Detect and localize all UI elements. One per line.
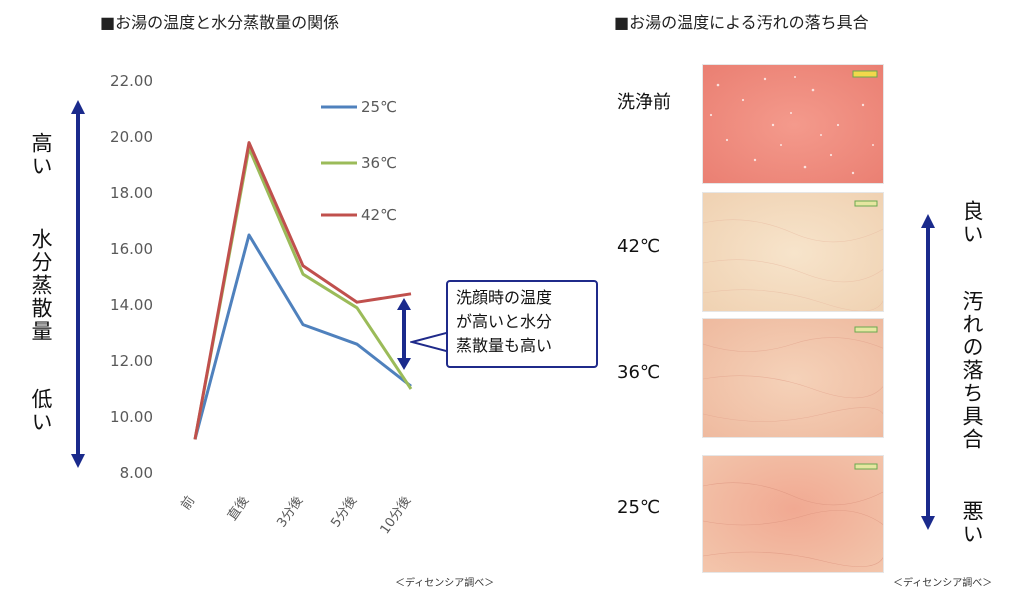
x-tick-label: 5分後	[328, 494, 360, 531]
row-label-36c: 36℃	[617, 362, 661, 383]
callout-box: 洗顔時の温度 が高いと水分 蒸散量も高い	[446, 280, 598, 368]
x-tick-label: 3分後	[274, 494, 306, 531]
line-chart: 8.00 10.00 12.00 14.00 16.00 18.00 20.00 22.00 前…	[110, 72, 415, 537]
x-tick-label: 前	[178, 493, 199, 513]
vertical-double-arrow-icon	[921, 214, 935, 530]
photo-panel-title: ■お湯の温度による汚れの落ち具合	[614, 13, 869, 32]
vertical-double-arrow-icon	[71, 100, 85, 468]
axis-label-water-evaporation: 水分蒸散量	[29, 228, 53, 343]
skin-photo-25c	[702, 455, 884, 573]
axis-label-high: 高い	[29, 132, 53, 178]
y-tick-label: 14.00	[110, 296, 153, 314]
axis-label-bad: 悪い	[960, 500, 984, 546]
y-tick-label: 16.00	[110, 240, 153, 258]
legend-label: 42℃	[361, 206, 397, 224]
skin-photo-36c	[702, 318, 884, 438]
axis-label-dirt-removal: 汚れの落ち具合	[960, 290, 984, 451]
difference-arrow-icon	[397, 298, 411, 370]
source-credit-left: ＜ディセンシア調べ＞	[395, 578, 495, 589]
y-tick-label: 8.00	[120, 464, 153, 482]
row-label-25c: 25℃	[617, 497, 661, 518]
row-label-before-wash: 洗浄前	[617, 92, 671, 113]
x-tick-label: 直後	[225, 494, 252, 524]
source-credit-right: ＜ディセンシア調べ＞	[893, 578, 993, 589]
y-tick-label: 18.00	[110, 184, 153, 202]
skin-photo-42c	[702, 192, 884, 312]
axis-label-low: 低い	[29, 388, 53, 434]
skin-photo-before-wash	[702, 64, 884, 184]
row-label-42c: 42℃	[617, 236, 661, 257]
series-line-36℃	[193, 146, 413, 440]
legend-label: 36℃	[361, 154, 397, 172]
chart-title: ■お湯の温度と水分蒸散量の関係	[100, 13, 340, 32]
callout-pointer	[410, 330, 450, 354]
series-line-42℃	[193, 141, 412, 440]
y-tick-label: 20.00	[110, 128, 153, 146]
y-tick-label: 12.00	[110, 352, 153, 370]
y-tick-label: 10.00	[110, 408, 153, 426]
axis-label-good: 良い	[960, 200, 984, 246]
legend-label: 25℃	[361, 98, 397, 116]
x-tick-label: 10分後	[378, 494, 415, 537]
y-tick-label: 22.00	[110, 72, 153, 90]
